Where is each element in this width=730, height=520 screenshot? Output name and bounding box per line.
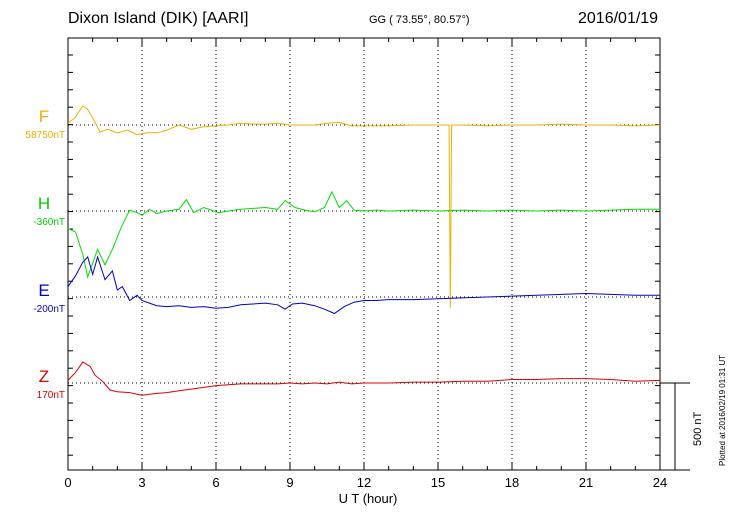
x-tick-label: 3: [138, 475, 145, 490]
series-lines: [67, 105, 661, 396]
series-line-h: [67, 190, 660, 279]
station-title: Dixon Island (DIK) [AARI]: [68, 10, 249, 27]
x-tick-label: 0: [64, 475, 71, 490]
scale-bar-label: 500 nT: [692, 411, 704, 446]
baseline-label-e: -200nT: [33, 304, 65, 315]
plot-date: 2016/01/19: [578, 10, 659, 27]
baseline-label-h: -360nT: [33, 217, 65, 228]
series-line-z: [67, 361, 661, 396]
grid-lines: [68, 38, 660, 470]
x-tick-label: 15: [431, 475, 445, 490]
axis-ticks: 0 3 6 9 12 15 18 21 24: [64, 38, 667, 490]
x-tick-label: 6: [212, 475, 219, 490]
baseline-label-z: 170nT: [36, 390, 65, 401]
station-coordinates: GG ( 73.55°, 80.57°): [369, 14, 470, 26]
plotted-at-note: Plotted at 2016/02/19 01:31 UT: [718, 354, 727, 466]
x-tick-label: 24: [653, 475, 667, 490]
series-line-f: [67, 105, 661, 308]
scale-bar: [660, 382, 690, 471]
baseline-label-f: 58750nT: [25, 130, 65, 141]
x-tick-label: 18: [505, 475, 519, 490]
series-line-e: [67, 255, 660, 315]
x-tick-label: 12: [357, 475, 371, 490]
x-tick-label: 21: [579, 475, 593, 490]
component-label-h: H: [37, 194, 51, 213]
component-label-z: Z: [38, 367, 50, 386]
component-label-f: F: [38, 107, 50, 126]
x-tick-label: 9: [286, 475, 293, 490]
x-axis-label: U T (hour): [339, 491, 398, 506]
component-label-e: E: [38, 281, 50, 300]
